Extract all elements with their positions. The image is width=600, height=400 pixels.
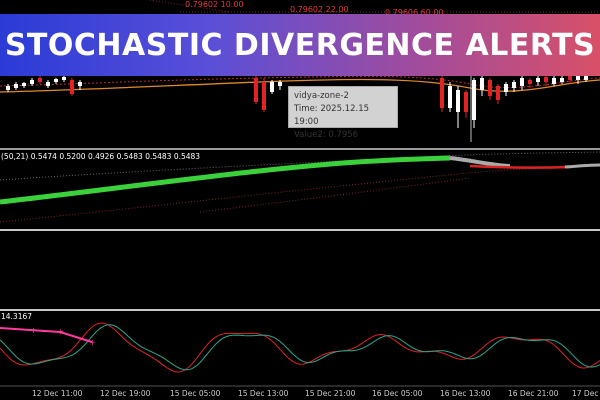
time-axis-label: 12 Dec 11:00 [32,389,83,398]
stochastic-signal-line [0,324,600,371]
candle-body [480,78,484,90]
candle-body [536,78,540,82]
price-candles [6,74,588,128]
candle-body [440,78,444,108]
divergence-marker: + [30,326,37,335]
price-label: 0.79602 10.00 [185,0,244,9]
time-axis-label: 16 Dec 13:00 [440,389,491,398]
candle-body [6,86,10,90]
candle-body [488,80,492,96]
candle-body [38,78,42,82]
vidya-green-line [0,155,451,205]
candle-body [576,76,580,80]
stochastic-pane-label: 14.3167 [1,312,33,321]
vidya-grey-line [449,156,511,168]
vidya-lower-dotted [0,165,600,223]
time-axis-label: 12 Dec 19:00 [100,389,151,398]
candle-body [78,82,82,86]
candle-body [552,78,556,84]
candle-body [14,84,18,88]
candle-body [30,80,34,84]
candle-body [472,80,476,120]
candle-body [496,86,500,100]
time-axis-label: 17 Dec 05:00 [572,389,600,398]
candle-body [520,78,524,86]
divergence-marker: + [57,327,64,336]
price-ma-orange [0,78,600,93]
candle-body [62,77,66,80]
candle-body [270,82,274,92]
candle-body [22,83,26,86]
time-axis-label: 16 Dec 05:00 [372,389,423,398]
candle-body [560,78,564,82]
vidya-red-line [469,164,571,169]
time-axis-label: 16 Dec 21:00 [508,389,559,398]
candle-body [512,82,516,88]
data-tooltip: vidya-zone-2 Time: 2025.12.15 19:00 Valu… [288,86,398,140]
title-banner: STOCHASTIC DIVERGENCE ALERTS [0,14,600,76]
candle-body [70,80,74,94]
time-axis-label: 15 Dec 21:00 [305,389,356,398]
price-label: 0.79602 22.00 [290,5,349,14]
time-axis-label: 15 Dec 13:00 [238,389,289,398]
candle-body [262,82,266,110]
candle-body [46,82,50,86]
candle-body [544,77,548,82]
tooltip-line: Time: 2025.12.15 19:00 [294,104,370,127]
tooltip-line: Value2: 0.7956 [294,130,359,140]
price-label: 0.79606 60.00 [385,8,444,17]
price-ma-red-dotted [0,75,600,89]
tooltip-line: vidya-zone-2 [294,91,349,101]
stochastic-main-line [0,322,600,373]
candle-body [528,80,532,84]
indicator-pane-label: (50,21) 0.5474 0.5200 0.4926 0.5483 0.54… [1,152,201,161]
divergence-line [0,327,93,343]
divergence-marker: + [89,338,96,347]
time-axis-label: 15 Dec 05:00 [170,389,221,398]
candle-body [278,82,282,86]
candle-body [568,76,572,80]
candle-body [584,76,588,80]
vidya-grey-line-2 [564,163,600,169]
candle-body [54,79,58,82]
candle-body [448,86,452,108]
candle-body [504,84,508,92]
banner-title: STOCHASTIC DIVERGENCE ALERTS [4,27,596,63]
candle-body [456,90,460,112]
candle-body [464,92,468,112]
candle-body [254,78,258,102]
